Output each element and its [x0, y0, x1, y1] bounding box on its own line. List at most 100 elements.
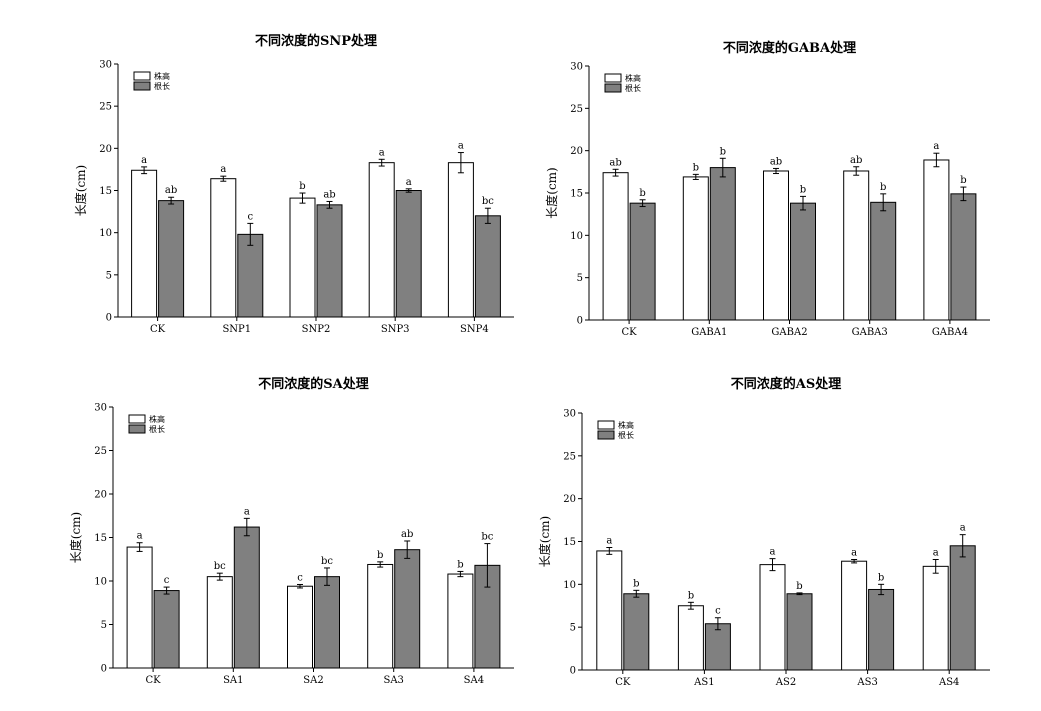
significance-label: a: [458, 141, 464, 152]
x-tick-label: CK: [615, 677, 631, 688]
significance-label: a: [137, 531, 143, 542]
bar-root-length: [233, 526, 260, 669]
y-axis-label: 长度(cm): [537, 516, 552, 567]
legend-swatch-root-length: [128, 424, 146, 434]
bar-plant-height: [843, 170, 870, 321]
significance-label: b: [639, 188, 645, 199]
x-tick-label: CK: [146, 675, 162, 686]
bar-root-length: [314, 576, 340, 669]
y-tick-label: 5: [106, 270, 112, 281]
bar-root-length: [868, 588, 895, 671]
y-tick-label: 10: [563, 580, 576, 591]
bar-root-length: [474, 215, 501, 318]
bar-plant-height: [287, 585, 313, 669]
x-tick-label: SA3: [383, 675, 403, 686]
y-tick-label: 25: [94, 446, 107, 457]
x-tick-label: GABA1: [691, 327, 727, 338]
bar-root-length: [786, 593, 813, 671]
bar-plant-height: [763, 170, 789, 321]
bar-root-length: [709, 167, 736, 321]
y-tick-label: 0: [570, 666, 576, 677]
chart-title: 不同浓度的SNP处理: [255, 33, 377, 49]
bar-root-length: [623, 593, 650, 671]
legend-swatch-plant-height: [128, 414, 146, 424]
significance-label: b: [960, 175, 966, 186]
bar-root-length: [395, 190, 422, 318]
significance-label: b: [796, 581, 802, 592]
y-tick-label: 5: [101, 620, 107, 631]
bar-root-length: [153, 590, 180, 669]
bar-plant-height: [206, 576, 233, 669]
legend-label: 根长: [618, 430, 634, 440]
y-tick-label: 10: [99, 228, 112, 239]
legend-swatch-root-length: [133, 81, 151, 91]
y-tick-label: 15: [99, 186, 112, 197]
y-tick-label: 20: [563, 494, 576, 505]
y-tick-label: 0: [106, 313, 112, 324]
y-axis-label: 长度(cm): [544, 167, 559, 218]
y-tick-label: 30: [563, 409, 576, 420]
legend-swatch-root-length: [604, 83, 622, 93]
bar-plant-height: [677, 605, 704, 671]
significance-label: c: [297, 572, 303, 583]
significance-label: ab: [323, 189, 335, 200]
bar-root-length: [237, 233, 264, 318]
y-axis-label: 长度(cm): [68, 512, 83, 563]
bar-root-length: [394, 549, 421, 669]
y-tick-label: 20: [99, 144, 112, 155]
x-tick-label: AS3: [856, 677, 877, 688]
significance-label: c: [715, 606, 721, 617]
significance-label: a: [379, 147, 385, 158]
y-tick-label: 15: [94, 533, 107, 544]
legend-swatch-plant-height: [597, 420, 615, 430]
significance-label: b: [693, 162, 699, 173]
bar-plant-height: [126, 546, 153, 669]
x-tick-label: GABA2: [771, 327, 807, 338]
significance-label: bc: [481, 532, 493, 543]
chart-panel-3: 不同浓度的SA处理051015202530长度(cm)CKacSA1bcaSA2…: [68, 376, 514, 686]
x-tick-label: AS1: [693, 677, 714, 688]
significance-label: ab: [165, 185, 177, 196]
chart-panel-4: 不同浓度的AS处理 0 5 10 15 20 25 30 长度(cm) CK a b AS1 b c AS2 a…: [537, 376, 990, 688]
y-tick-label: 15: [570, 189, 583, 200]
y-tick-label: 20: [570, 146, 583, 157]
significance-label: ab: [850, 155, 862, 166]
x-tick-label: AS2: [775, 677, 796, 688]
bar-plant-height: [682, 176, 709, 321]
x-tick-label: AS4: [938, 677, 959, 688]
significance-label: bc: [321, 556, 333, 567]
bar-plant-height: [447, 573, 474, 669]
y-tick-label: 25: [563, 451, 576, 462]
bar-plant-height: [210, 178, 237, 318]
x-tick-label: SA2: [303, 675, 323, 686]
y-tick-label: 0: [101, 664, 107, 675]
significance-label: b: [688, 590, 694, 601]
significance-label: b: [880, 182, 886, 193]
x-tick-label: SA4: [464, 675, 484, 686]
bar-plant-height: [922, 565, 949, 671]
bar-plant-height: [447, 162, 474, 318]
significance-label: c: [164, 575, 170, 586]
chart-title: 不同浓度的AS处理: [731, 376, 841, 392]
y-tick-label: 25: [570, 104, 583, 115]
significance-label: a: [933, 547, 939, 558]
x-tick-label: SNP2: [302, 324, 331, 335]
y-tick-label: 25: [99, 102, 112, 113]
y-tick-label: 10: [94, 577, 107, 588]
chart-panel-1: 不同浓度的SNP处理051015202530长度(cm)CKaabSNP1acS…: [73, 33, 514, 335]
bar-plant-height: [289, 197, 316, 318]
significance-label: b: [878, 572, 884, 583]
significance-label: a: [220, 164, 226, 175]
y-tick-label: 5: [577, 273, 583, 284]
legend-label: 根长: [625, 83, 641, 93]
bar-root-length: [158, 200, 185, 318]
x-tick-label: SNP3: [381, 324, 410, 335]
significance-label: a: [933, 141, 939, 152]
chart-title: 不同浓度的GABA处理: [723, 40, 856, 56]
legend-label: 株高: [618, 420, 634, 430]
y-tick-label: 20: [94, 490, 107, 501]
x-tick-label: SNP4: [460, 324, 489, 335]
x-tick-label: GABA4: [932, 327, 968, 338]
bar-plant-height: [596, 550, 623, 671]
